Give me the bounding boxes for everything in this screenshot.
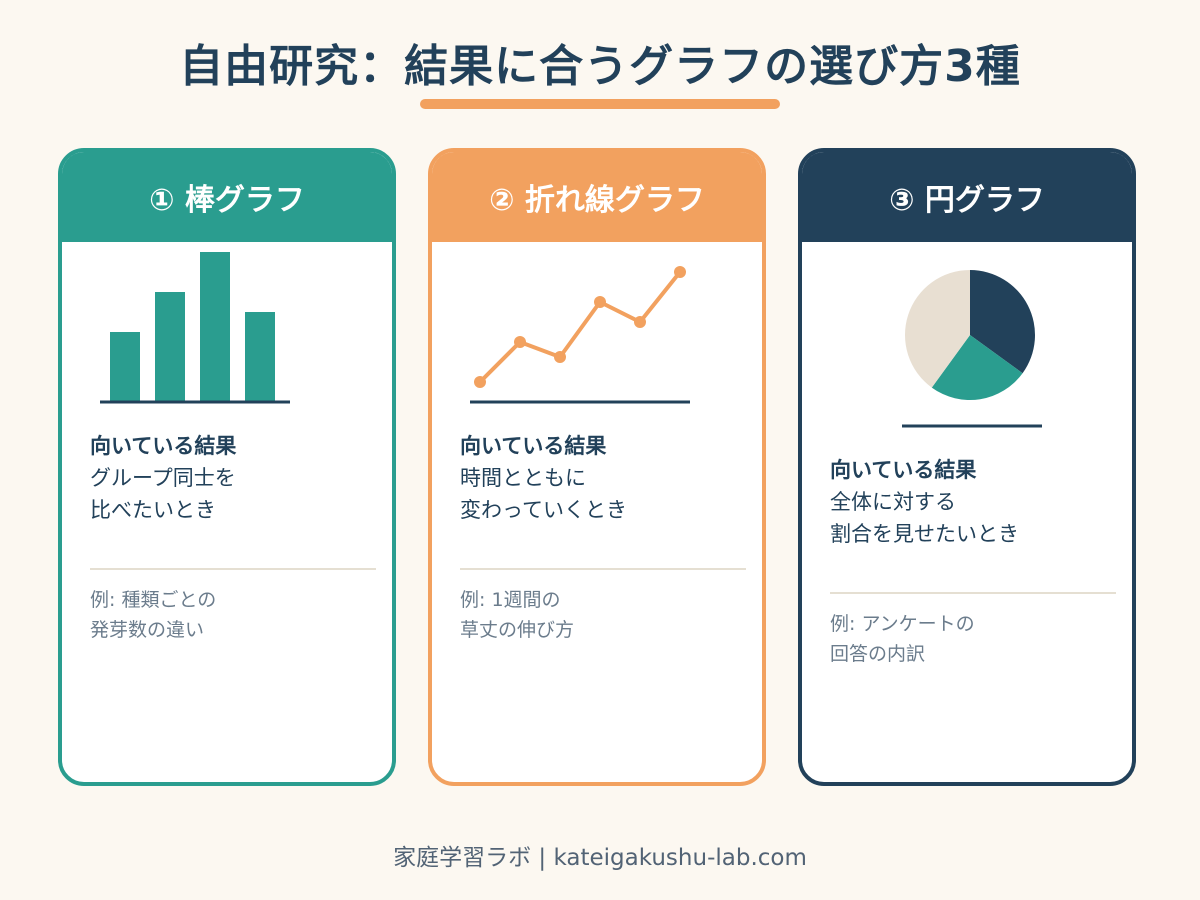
chart-point: [594, 296, 606, 308]
card-pie-chart: ③ 円グラフ 向いている結果 全体に対する 割合を見せたいとき 例: アンケート…: [798, 148, 1136, 786]
card-divider: [460, 568, 746, 570]
chart-point: [634, 316, 646, 328]
card-heading: ③ 円グラフ: [802, 152, 1132, 242]
card-lead: 向いている結果: [90, 434, 237, 458]
pie-slice: [970, 270, 1035, 374]
chart-point: [514, 336, 526, 348]
line-chart-icon: [470, 266, 690, 404]
card-line-chart: ② 折れ線グラフ 向いている結果 時間とともに 変わっていくとき 例: 1週間の…: [428, 148, 766, 786]
chart-bar: [200, 252, 230, 402]
chart-bar: [245, 312, 275, 402]
pie-slice: [931, 335, 1023, 400]
card-example: 例: 1週間の 草丈の伸び方: [460, 589, 575, 641]
page-title: 自由研究：結果に合うグラフの選び方3種: [179, 41, 1021, 92]
pie-chart-icon: [902, 270, 1042, 428]
chart-bar: [155, 292, 185, 402]
card-heading: ② 折れ線グラフ: [432, 152, 762, 242]
bar-chart-icon: [100, 252, 290, 404]
chart-point: [554, 351, 566, 363]
card-divider: [90, 568, 376, 570]
card-example: 例: アンケートの 回答の内訳: [830, 613, 975, 665]
card-divider: [830, 592, 1116, 594]
card-description: グループ同士を 比べたいとき: [90, 466, 236, 522]
chart-point: [474, 376, 486, 388]
card-description: 全体に対する 割合を見せたいとき: [830, 490, 1019, 546]
card-heading: ① 棒グラフ: [62, 152, 392, 242]
chart-bar: [110, 332, 140, 402]
footer-credit: 家庭学習ラボ | kateigakushu-lab.com: [393, 845, 807, 871]
chart-point: [674, 266, 686, 278]
card-description: 時間とともに 変わっていくとき: [460, 466, 627, 522]
card-lead: 向いている結果: [460, 434, 607, 458]
card-example: 例: 種類ごとの 発芽数の違い: [90, 589, 217, 641]
card-bar-chart: ① 棒グラフ 向いている結果 グループ同士を 比べたいとき 例: 種類ごとの 発…: [58, 148, 396, 786]
chart-line: [478, 270, 682, 384]
title-underline: [420, 99, 780, 109]
card-lead: 向いている結果: [830, 458, 977, 482]
pie-slice: [905, 270, 970, 388]
